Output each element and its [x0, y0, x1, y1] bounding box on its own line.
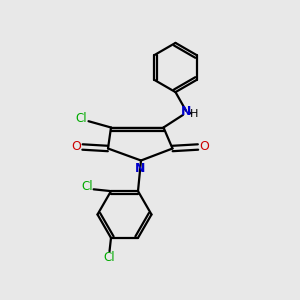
Text: N: N [181, 105, 191, 118]
Text: O: O [71, 140, 81, 154]
Text: O: O [200, 140, 209, 154]
Text: N: N [135, 162, 146, 176]
Text: Cl: Cl [104, 251, 115, 265]
Text: Cl: Cl [81, 180, 93, 193]
Text: Cl: Cl [75, 112, 87, 125]
Text: H: H [190, 109, 199, 119]
